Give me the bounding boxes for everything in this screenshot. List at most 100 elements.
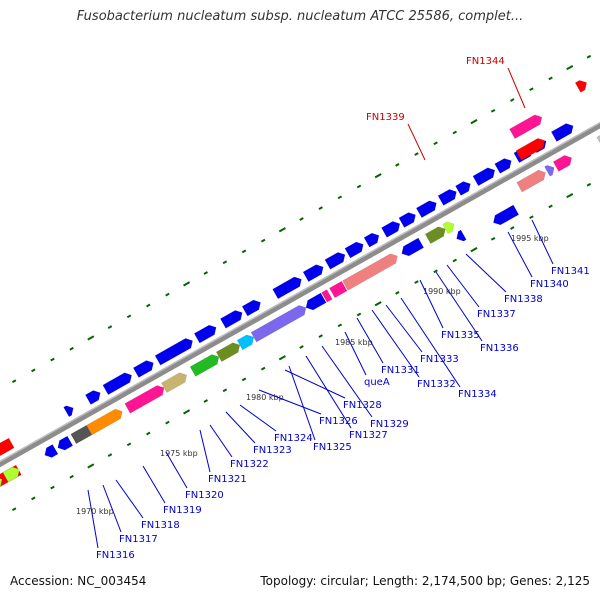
gene-feature-fn1339-partner[interactable]: [515, 136, 548, 161]
gene-feature[interactable]: [415, 198, 439, 219]
gene-feature-fn1344[interactable]: [574, 78, 589, 93]
gene-label-fn1339[interactable]: FN1339: [366, 112, 405, 123]
gene-label-fn1333[interactable]: FN1333: [420, 354, 459, 365]
gene-feature[interactable]: [424, 224, 448, 244]
gene-feature[interactable]: [132, 358, 156, 378]
gene-label-fn1320[interactable]: FN1320: [185, 490, 224, 501]
gene-feature[interactable]: [342, 251, 401, 291]
gene-labels[interactable]: FN1316 FN1317 FN1318 FN1319 FN1320 FN132…: [96, 56, 590, 561]
gene-feature[interactable]: [442, 219, 457, 235]
gene-feature-shape: [455, 181, 471, 196]
gene-label-fn1317[interactable]: FN1317: [119, 534, 158, 545]
gc-tick: [470, 119, 478, 125]
gene-label-fn1321[interactable]: FN1321: [208, 474, 247, 485]
gene-feature[interactable]: [161, 370, 189, 393]
gene-label-fn1316[interactable]: FN1316: [96, 550, 135, 561]
gc-tick: [356, 184, 362, 189]
gene-label-fn1329[interactable]: FN1329: [370, 419, 409, 430]
gene-feature[interactable]: [55, 435, 74, 452]
gene-features[interactable]: [0, 78, 600, 493]
gene-label-fn1337[interactable]: FN1337: [477, 309, 516, 320]
gene-label-fn1332[interactable]: FN1332: [417, 379, 456, 390]
gene-feature[interactable]: [437, 187, 459, 206]
gene-label-fn1331[interactable]: FN1331: [381, 365, 420, 376]
kbp-mark-1980: 1980 kbp: [246, 393, 284, 402]
gene-label-quea[interactable]: queA: [364, 377, 390, 388]
gene-label-fn1340[interactable]: FN1340: [530, 279, 569, 290]
gene-feature[interactable]: [0, 437, 15, 458]
gene-feature[interactable]: [42, 444, 59, 459]
gene-feature[interactable]: [272, 274, 305, 300]
gene-feature[interactable]: [215, 340, 242, 362]
gene-feature[interactable]: [324, 250, 348, 270]
gene-feature[interactable]: [454, 229, 467, 244]
gene-feature[interactable]: [321, 289, 333, 303]
gene-feature[interactable]: [344, 240, 366, 259]
gene-feature[interactable]: [86, 407, 124, 436]
gene-feature[interactable]: [85, 388, 103, 405]
gene-feature[interactable]: [381, 219, 402, 238]
gene-feature[interactable]: [399, 237, 425, 258]
gene-feature-shape: [189, 354, 220, 377]
gene-feature[interactable]: [302, 262, 326, 282]
gene-feature-shape: [0, 437, 15, 457]
gene-feature[interactable]: [0, 474, 5, 493]
gene-feature[interactable]: [2, 465, 22, 483]
gene-feature[interactable]: [241, 298, 263, 317]
gene-feature[interactable]: [398, 210, 418, 228]
gene-label-fn1338[interactable]: FN1338: [504, 294, 543, 305]
gene-feature[interactable]: [494, 156, 514, 174]
gene-feature[interactable]: [124, 383, 167, 414]
gene-feature-shape: [132, 360, 154, 378]
gene-feature-fn1339[interactable]: [509, 112, 545, 139]
gene-label-fn1336[interactable]: FN1336: [480, 343, 519, 354]
leader-line: [371, 309, 420, 378]
gene-label-fn1326[interactable]: FN1326: [319, 416, 358, 427]
gene-feature-shape: [302, 264, 324, 282]
gene-feature[interactable]: [516, 168, 549, 193]
gene-feature[interactable]: [102, 370, 135, 395]
gene-label-fn1322[interactable]: FN1322: [230, 459, 269, 470]
gene-label-fn1335[interactable]: FN1335: [441, 330, 480, 341]
gc-tick: [87, 335, 95, 341]
gene-label-fn1319[interactable]: FN1319: [163, 505, 202, 516]
gene-feature[interactable]: [472, 165, 498, 187]
gc-tick: [433, 269, 438, 274]
gene-label-fn1344[interactable]: FN1344: [466, 56, 505, 67]
gc-tick: [414, 280, 419, 284]
leader-line: [225, 411, 256, 444]
gene-label-fn1334[interactable]: FN1334: [458, 389, 497, 400]
gene-feature[interactable]: [552, 153, 574, 172]
gene-feature[interactable]: [329, 280, 348, 299]
gc-tick: [165, 420, 170, 425]
gene-feature[interactable]: [303, 292, 327, 312]
gene-feature[interactable]: [193, 323, 219, 344]
gc-skew-ticks: [11, 54, 592, 512]
gene-feature[interactable]: [544, 163, 557, 177]
gene-feature[interactable]: [154, 336, 195, 366]
gene-feature[interactable]: [250, 303, 309, 343]
gene-feature[interactable]: [63, 403, 76, 418]
leader-line: [356, 317, 384, 364]
gc-tick: [395, 163, 400, 167]
gene-feature[interactable]: [491, 204, 520, 227]
gene-feature[interactable]: [189, 352, 222, 377]
gene-label-fn1318[interactable]: FN1318: [141, 520, 180, 531]
gene-feature[interactable]: [236, 332, 256, 351]
gene-label-fn1323[interactable]: FN1323: [253, 445, 292, 456]
gene-label-fn1327[interactable]: FN1327: [349, 430, 388, 441]
gene-feature[interactable]: [363, 231, 382, 248]
gene-feature[interactable]: [550, 121, 576, 142]
gene-feature-shape: [494, 158, 512, 174]
gene-label-fn1341[interactable]: FN1341: [551, 266, 590, 277]
gene-feature[interactable]: [455, 179, 474, 196]
gene-label-fn1328[interactable]: FN1328: [343, 400, 382, 411]
gc-tick: [260, 238, 266, 243]
gc-tick: [260, 366, 266, 371]
gc-tick: [529, 215, 534, 220]
gc-tick: [337, 323, 343, 328]
gene-label-fn1325[interactable]: FN1325: [313, 442, 352, 453]
gene-feature[interactable]: [220, 308, 245, 329]
gene-label-fn1324[interactable]: FN1324: [274, 433, 313, 444]
